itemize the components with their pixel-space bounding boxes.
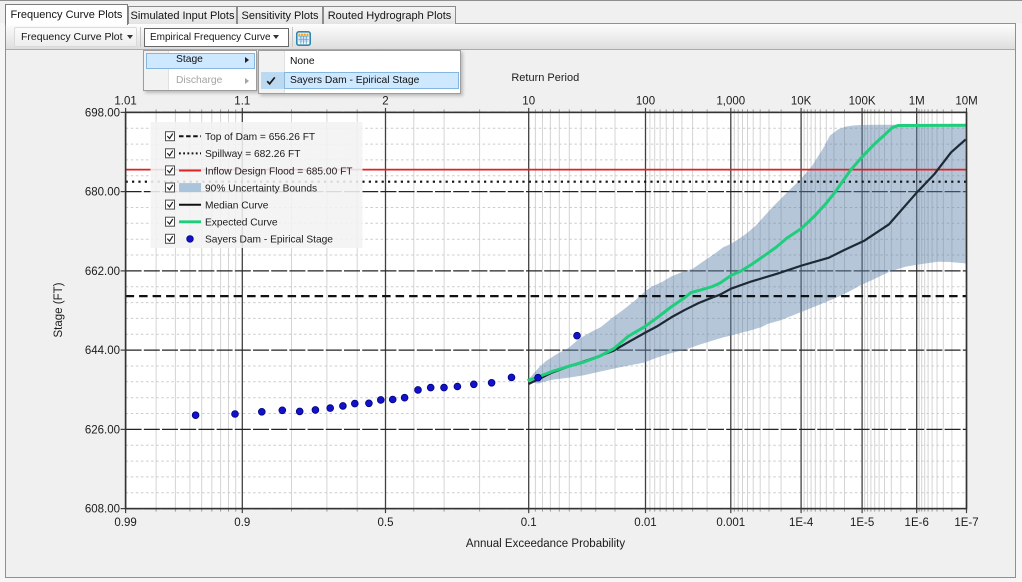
svg-text:644.00: 644.00: [85, 345, 120, 357]
svg-text:1E-5: 1E-5: [850, 517, 874, 529]
svg-text:90% Uncertainty Bounds: 90% Uncertainty Bounds: [205, 183, 317, 194]
svg-text:Median Curve: Median Curve: [205, 201, 269, 212]
svg-text:0.01: 0.01: [634, 517, 656, 529]
svg-text:2: 2: [382, 96, 388, 108]
svg-text:626.00: 626.00: [85, 424, 120, 436]
svg-text:100K: 100K: [849, 96, 876, 108]
svg-text:Expected Curve: Expected Curve: [205, 218, 278, 229]
svg-text:10M: 10M: [955, 96, 977, 108]
svg-text:100: 100: [636, 96, 655, 108]
svg-text:0.9: 0.9: [234, 517, 250, 529]
svg-text:680.00: 680.00: [85, 187, 120, 199]
svg-text:0.001: 0.001: [716, 517, 745, 529]
svg-text:Sayers Dam - Epirical Stage: Sayers Dam - Epirical Stage: [205, 235, 333, 246]
svg-text:1.01: 1.01: [114, 96, 136, 108]
svg-text:1E-7: 1E-7: [954, 517, 978, 529]
svg-text:1M: 1M: [909, 96, 925, 108]
svg-text:10K: 10K: [791, 96, 812, 108]
svg-text:698.00: 698.00: [85, 107, 120, 119]
svg-text:1,000: 1,000: [716, 96, 745, 108]
svg-text:1.1: 1.1: [234, 96, 250, 108]
svg-text:Inflow Design Flood = 685.00 F: Inflow Design Flood = 685.00 FT: [205, 166, 353, 177]
svg-text:Top of Dam = 656.26 FT: Top of Dam = 656.26 FT: [205, 132, 315, 143]
svg-text:608.00: 608.00: [85, 504, 120, 516]
svg-text:Annual Exceedance Probability: Annual Exceedance Probability: [466, 538, 625, 550]
svg-text:0.99: 0.99: [114, 517, 136, 529]
svg-text:1E-6: 1E-6: [905, 517, 929, 529]
svg-text:662.00: 662.00: [85, 266, 120, 278]
svg-text:Spillway = 682.26 FT: Spillway = 682.26 FT: [205, 149, 300, 160]
svg-text:0.5: 0.5: [378, 517, 394, 529]
svg-text:Stage (FT): Stage (FT): [53, 282, 65, 337]
svg-text:10: 10: [522, 96, 535, 108]
svg-text:Return Period: Return Period: [511, 72, 579, 84]
svg-text:0.1: 0.1: [521, 517, 537, 529]
svg-text:1E-4: 1E-4: [789, 517, 814, 529]
